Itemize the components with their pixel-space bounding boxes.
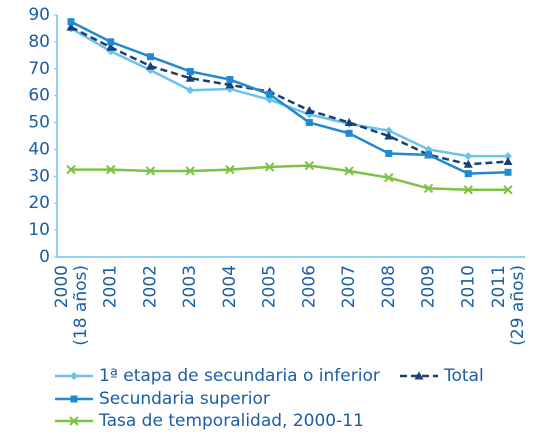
x-tick-label: 2004 (220, 265, 240, 308)
series-line (70, 20, 509, 175)
data-point (504, 168, 512, 176)
data-point (107, 38, 115, 46)
legend-label: Total (443, 366, 484, 386)
data-point (503, 185, 513, 195)
data-point (425, 151, 433, 159)
x-tick-label: 2011 (489, 265, 509, 308)
data-point (264, 162, 275, 172)
y-tick-label: 30 (28, 166, 50, 186)
data-point (185, 166, 195, 176)
data-point (384, 131, 394, 140)
data-point (463, 185, 473, 195)
data-point (146, 53, 154, 61)
data-point (504, 152, 512, 161)
data-point (145, 166, 156, 176)
legend-label: Tasa de temporalidad, 2000-11 (98, 411, 364, 431)
y-tick-label: 40 (28, 139, 50, 159)
legend-label: Secundaria superior (99, 389, 270, 409)
data-point (423, 183, 434, 194)
y-tick-label: 60 (28, 86, 50, 106)
y-tick-label: 70 (28, 59, 50, 79)
data-point (344, 166, 354, 176)
y-tick-label: 50 (28, 113, 50, 133)
data-point (66, 22, 76, 31)
data-point (185, 73, 195, 82)
data-point (464, 152, 473, 161)
data-point (304, 160, 315, 171)
x-tick-note: (18 años) (71, 265, 91, 346)
x-tick-label: 2001 (101, 265, 121, 308)
legend-marker (414, 371, 424, 380)
data-point (225, 80, 235, 89)
data-point (225, 164, 235, 175)
legend-marker (70, 395, 78, 403)
x-tick-label: 2002 (140, 265, 160, 308)
data-point (66, 164, 76, 175)
x-tick-label: 2006 (299, 265, 319, 308)
legend-marker (70, 372, 78, 380)
y-tick-label: 80 (28, 32, 50, 52)
data-point (305, 119, 313, 127)
data-point (385, 149, 393, 157)
y-tick-label: 20 (28, 193, 50, 213)
series-line (70, 27, 508, 158)
data-point (226, 76, 234, 84)
data-point (186, 67, 194, 75)
data-point (145, 61, 155, 70)
data-point (304, 105, 314, 114)
data-point (384, 126, 393, 135)
x-tick-label: 2003 (180, 265, 200, 308)
y-tick-label: 90 (28, 5, 50, 25)
data-point (344, 118, 354, 127)
data-point (345, 129, 353, 137)
data-point (384, 172, 394, 183)
x-tick-label: 2010 (458, 265, 478, 308)
data-point (463, 159, 473, 168)
data-point (106, 42, 116, 51)
data-point (266, 90, 274, 98)
series-line (70, 25, 509, 166)
data-point (67, 18, 75, 26)
data-point (503, 157, 513, 166)
data-point (106, 164, 116, 175)
x-tick-label: 2009 (419, 265, 439, 308)
data-point (186, 86, 195, 95)
legend-marker (69, 416, 79, 426)
x-tick-label: 2000 (52, 265, 72, 308)
x-tick-label: 2007 (339, 265, 359, 308)
legend-label: 1ª etapa de secundaria o inferior (99, 366, 380, 386)
y-tick-label: 10 (28, 220, 50, 240)
x-tick-label: 2005 (260, 265, 280, 308)
x-tick-label: 2008 (379, 265, 399, 308)
data-point (464, 170, 472, 178)
y-tick-label: 0 (39, 247, 50, 267)
series-line (71, 164, 508, 192)
x-tick-note: (29 años) (508, 265, 528, 346)
